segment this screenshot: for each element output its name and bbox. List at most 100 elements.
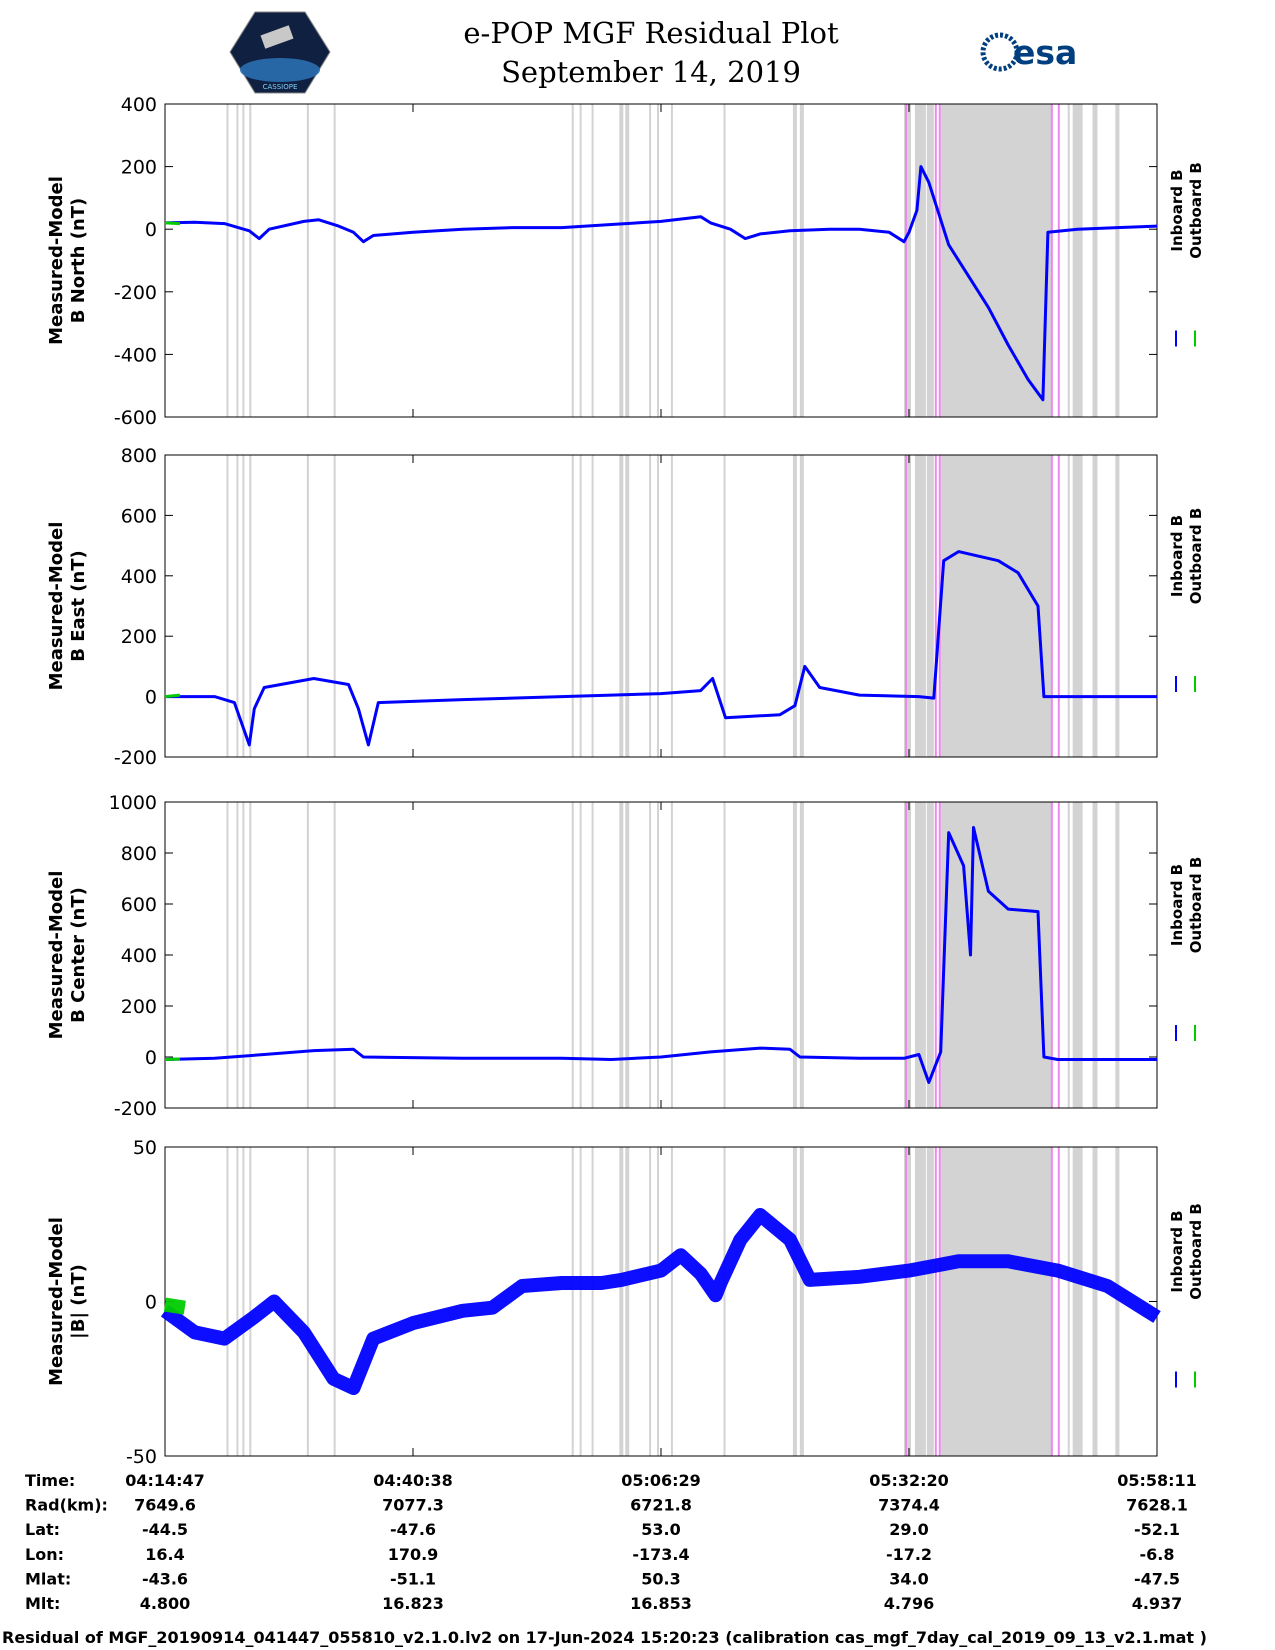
y-tick-label: -200 xyxy=(114,747,157,769)
data-gap-band xyxy=(799,455,802,757)
data-gap-band xyxy=(591,1147,594,1456)
table-row-label: Rad(km): xyxy=(25,1496,108,1515)
info-table: Time: 04:14:47 04:40:38 05:06:29 05:32:20 05:… xyxy=(25,1471,1197,1613)
y-tick-label: 200 xyxy=(121,996,157,1018)
data-gap-band xyxy=(723,455,726,757)
y-axis-label-line1: Measured-Model xyxy=(46,176,67,345)
table-cell: 16.853 xyxy=(630,1594,692,1613)
table-cell: -17.2 xyxy=(886,1545,932,1564)
data-gap-band xyxy=(792,455,795,757)
data-gap-band xyxy=(794,455,797,757)
title-line2: September 14, 2019 xyxy=(501,55,801,89)
outboard-series-line xyxy=(164,221,180,226)
data-gap-band xyxy=(649,104,652,417)
table-cell: 29.0 xyxy=(889,1520,928,1539)
table-cell: -47.5 xyxy=(1134,1569,1180,1588)
data-gap-band xyxy=(236,1147,239,1456)
data-gap-band xyxy=(226,104,229,417)
data-gap-band xyxy=(306,802,309,1108)
data-gap-band xyxy=(940,802,1052,1108)
y-tick-label: 0 xyxy=(145,687,157,709)
flag-band xyxy=(938,802,941,1108)
y-axis-label-line2: |B| (nT) xyxy=(68,1264,89,1339)
table-cell: 05:58:11 xyxy=(1117,1471,1197,1490)
data-gap-band xyxy=(579,104,582,417)
y-axis-label-line1: Measured-Model xyxy=(46,522,67,691)
data-gap-band xyxy=(926,802,934,1108)
data-gap-band xyxy=(723,104,726,417)
y-tick-label: 600 xyxy=(121,894,157,916)
table-cell: 7077.3 xyxy=(382,1496,444,1515)
table-cell: 16.823 xyxy=(382,1594,444,1613)
table-cell: 4.800 xyxy=(140,1594,191,1613)
y-tick-label: 400 xyxy=(121,566,157,588)
data-gap-band xyxy=(801,104,804,417)
data-gap-band xyxy=(923,455,926,757)
data-gap-band xyxy=(1072,455,1083,757)
table-row-label: Lon: xyxy=(25,1545,64,1564)
flag-band xyxy=(1050,1147,1053,1456)
data-gap-band xyxy=(249,1147,252,1456)
legend-outboard-label: Outboard B xyxy=(1187,508,1205,605)
data-gap-band xyxy=(619,802,624,1108)
data-gap-band xyxy=(657,1147,660,1456)
y-tick-label: -50 xyxy=(126,1446,157,1468)
y-tick-label: 0 xyxy=(145,219,157,241)
data-gap-band xyxy=(226,802,229,1108)
legend-inboard-label: Inboard B xyxy=(1168,169,1186,251)
table-cell: 170.9 xyxy=(388,1545,439,1564)
data-gap-band xyxy=(591,104,594,417)
y-tick-label: 800 xyxy=(121,445,157,467)
title-line1: e-POP MGF Residual Plot xyxy=(463,16,839,50)
data-gap-band xyxy=(923,1147,926,1456)
table-row-label: Mlat: xyxy=(25,1569,71,1588)
table-cell: -44.5 xyxy=(142,1520,188,1539)
data-gap-band xyxy=(657,104,660,417)
y-tick-label: 200 xyxy=(121,157,157,179)
table-cell: 05:32:20 xyxy=(869,1471,949,1490)
table-cell: 53.0 xyxy=(641,1520,680,1539)
y-tick-label: 600 xyxy=(121,505,157,527)
data-gap-band xyxy=(571,802,574,1108)
data-gap-band xyxy=(333,802,336,1108)
flag-band xyxy=(934,1147,937,1456)
y-tick-label: -400 xyxy=(114,344,157,366)
data-gap-band xyxy=(1115,1147,1120,1456)
data-gap-band xyxy=(799,802,802,1108)
flag-band xyxy=(905,1147,908,1456)
data-gap-band xyxy=(1067,802,1070,1108)
data-gap-band xyxy=(249,104,252,417)
panel-2: 800 600 400 200 0 -200 Measured-Model B East (n… xyxy=(46,445,1205,769)
data-gap-band xyxy=(226,455,229,757)
data-gap-band xyxy=(619,1147,624,1456)
data-gap-band xyxy=(914,455,924,757)
table-row-label: Time: xyxy=(25,1471,75,1490)
data-gap-band xyxy=(794,802,797,1108)
data-gap-band xyxy=(236,802,239,1108)
data-gap-band xyxy=(1115,455,1120,757)
data-gap-band xyxy=(649,802,652,1108)
esa-logo: esa xyxy=(980,32,1077,72)
flag-band xyxy=(905,104,908,417)
table-cell: 7649.6 xyxy=(134,1496,196,1515)
data-gap-band xyxy=(242,104,245,417)
data-gap-band xyxy=(249,455,252,757)
data-gap-band xyxy=(579,1147,582,1456)
header: CASSIOPE e-POP MGF Residual Plot Septemb… xyxy=(229,11,1077,94)
data-gap-band xyxy=(306,1147,309,1456)
table-cell: 04:40:38 xyxy=(373,1471,453,1490)
flag-band xyxy=(934,802,937,1108)
data-gap-band xyxy=(625,455,630,757)
table-cell: 7628.1 xyxy=(1126,1496,1188,1515)
data-gap-band xyxy=(1092,1147,1098,1456)
data-gap-band xyxy=(914,104,924,417)
y-tick-label: -200 xyxy=(114,1098,157,1120)
data-gap-band xyxy=(1115,802,1120,1108)
y-tick-label: 0 xyxy=(145,1047,157,1069)
data-gap-band xyxy=(792,802,795,1108)
data-gap-band xyxy=(940,455,1052,757)
panel-4: 50 0 -50 Measured-Model |B| (nT) Inboard B Out… xyxy=(46,1137,1205,1468)
data-gap-band xyxy=(591,802,594,1108)
table-cell: 16.4 xyxy=(145,1545,184,1564)
flag-band xyxy=(1057,1147,1060,1456)
